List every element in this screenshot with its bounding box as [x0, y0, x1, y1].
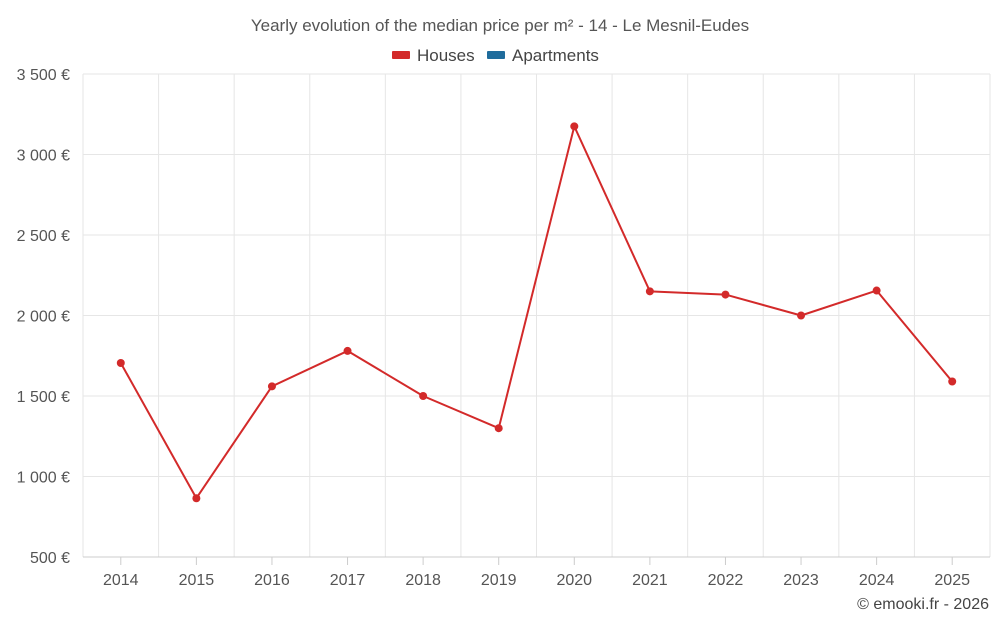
- data-point-2019[interactable]: [494, 424, 503, 433]
- y-tick-label: 2 000 €: [17, 309, 70, 326]
- x-tick-label: 2015: [179, 572, 215, 589]
- data-point-2023[interactable]: [797, 311, 806, 320]
- legend: Houses Apartments: [392, 46, 599, 65]
- grid: [82, 73, 991, 557]
- legend-swatch: [487, 51, 505, 59]
- legend-label: Houses: [417, 46, 475, 65]
- x-tick-label: 2021: [632, 572, 668, 589]
- legend-label: Apartments: [512, 46, 599, 65]
- x-tick-label: 2023: [783, 572, 819, 589]
- data-point-2017[interactable]: [343, 346, 352, 355]
- x-tick-label: 2018: [405, 572, 441, 589]
- chart-title: Yearly evolution of the median price per…: [251, 16, 749, 35]
- y-tick-label: 1 000 €: [17, 470, 70, 487]
- x-tick-label: 2019: [481, 572, 517, 589]
- x-tick-label: 2025: [934, 572, 970, 589]
- credit-text: © emooki.fr - 2026: [857, 596, 989, 613]
- x-tick-label: 2017: [330, 572, 366, 589]
- legend-swatch: [392, 51, 410, 59]
- data-point-2014[interactable]: [116, 358, 125, 367]
- y-tick-label: 3 500 €: [17, 67, 70, 84]
- data-point-2025[interactable]: [948, 377, 957, 386]
- x-tick-label: 2024: [859, 572, 895, 589]
- y-tick-label: 500 €: [30, 550, 70, 567]
- data-point-2024[interactable]: [872, 286, 881, 295]
- legend-item-apartments[interactable]: Apartments: [487, 46, 599, 65]
- x-tick-label: 2016: [254, 572, 290, 589]
- data-point-2016[interactable]: [267, 382, 276, 391]
- x-tick-label: 2014: [103, 572, 139, 589]
- y-tick-label: 3 000 €: [17, 148, 70, 165]
- y-tick-label: 1 500 €: [17, 389, 70, 406]
- series-line-houses: [119, 125, 953, 500]
- data-point-2022[interactable]: [721, 290, 730, 299]
- y-tick-label: 2 500 €: [17, 228, 70, 245]
- legend-item-houses[interactable]: Houses: [392, 46, 475, 65]
- x-tick-label: 2022: [708, 572, 744, 589]
- axes: 500 € 1 000 € 1 500 € 2 000 € 2 500 € 3 000 €…: [17, 67, 990, 589]
- series-layer: [116, 122, 957, 503]
- data-point-2015[interactable]: [192, 494, 201, 503]
- data-point-2018[interactable]: [419, 392, 428, 400]
- x-tick-label: 2020: [556, 572, 592, 589]
- data-point-2021[interactable]: [645, 287, 654, 296]
- data-point-2020[interactable]: [570, 122, 579, 131]
